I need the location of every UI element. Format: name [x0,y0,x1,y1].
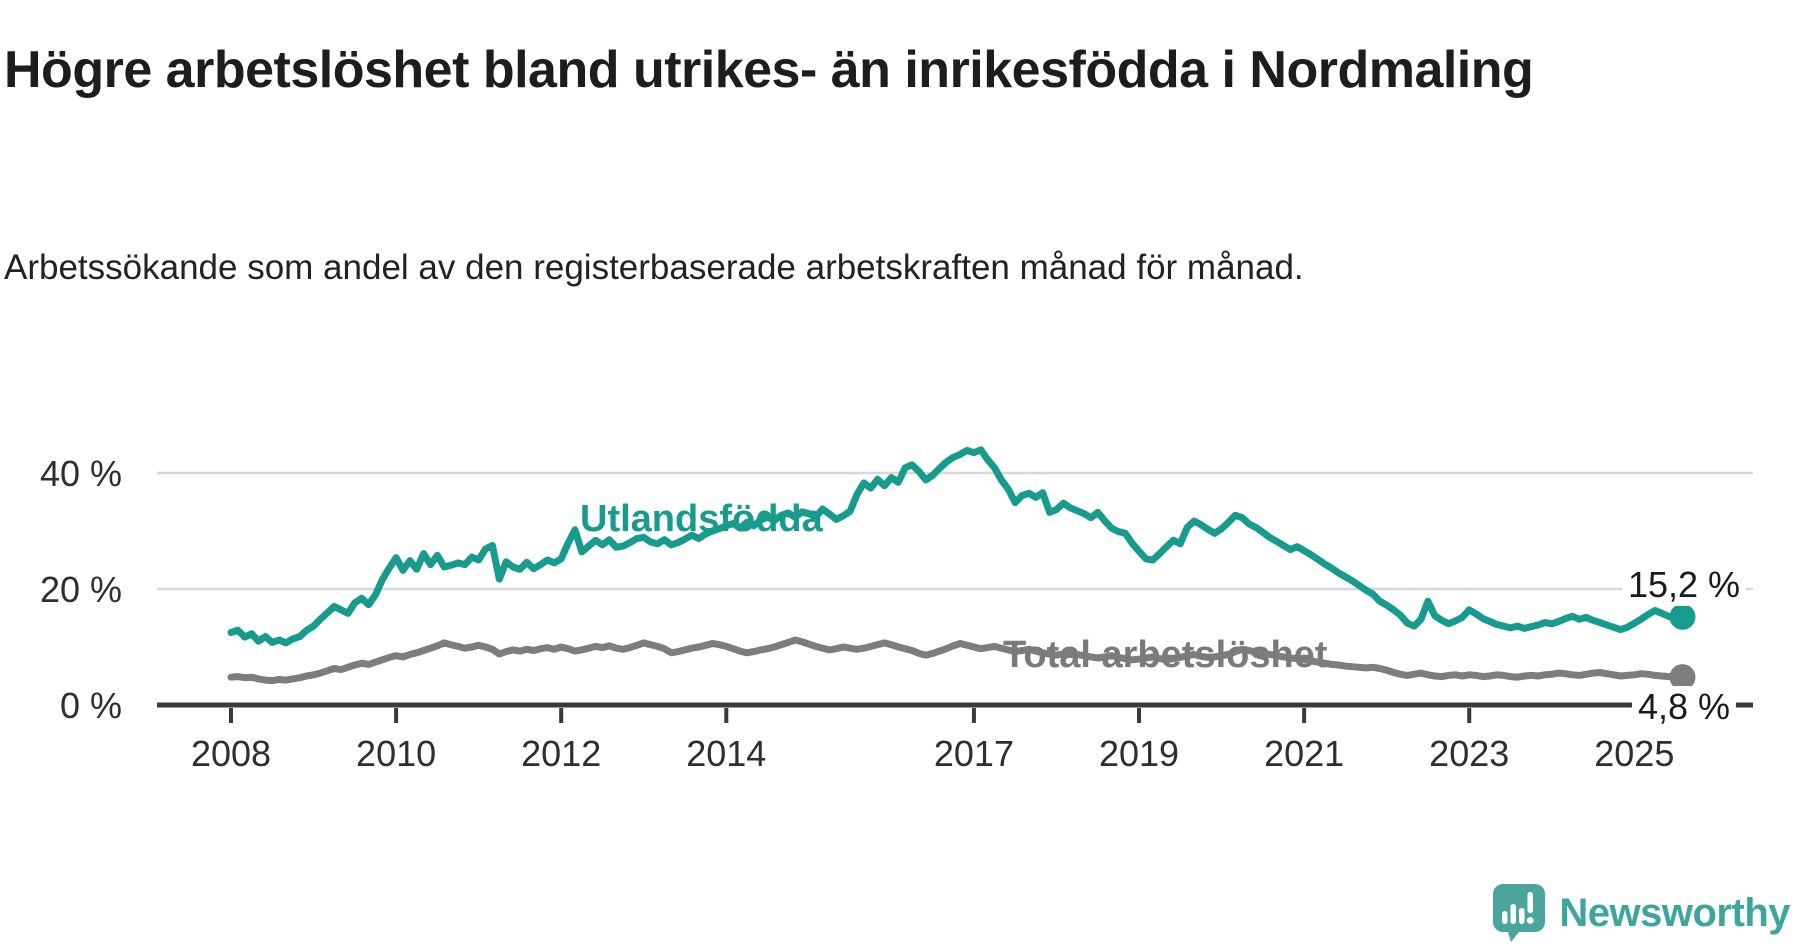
chart-title: Högre arbetslöshet bland utrikes- än inr… [4,40,1534,99]
series-label-total: Total arbetslöshet [1003,634,1328,676]
series-line-total-arbetsl-shet [227,636,1686,685]
newsworthy-logo-icon [1493,884,1546,942]
end-value-label-total: 4,8 % [1631,686,1737,728]
newsworthy-logo: Newsworthy [1493,884,1790,942]
x-axis-label: 2021 [1264,733,1344,774]
series-end-dot [1669,603,1696,630]
x-axis-label: 2008 [191,733,271,774]
x-axis-label: 2012 [521,733,601,774]
y-axis-label: 20 % [40,569,122,610]
x-axis-label: 2014 [686,733,766,774]
x-axis-label: 2023 [1429,733,1509,774]
x-axis-label: 2017 [934,733,1014,774]
y-axis-label: 0 % [60,685,122,726]
x-axis-label: 2019 [1099,733,1179,774]
series-line-utlandsf-dda [227,446,1686,647]
x-axis-label: 2010 [356,733,436,774]
series-label-utlandsfodda: Utlandsfödda [580,498,823,540]
newsworthy-wordmark: Newsworthy [1559,890,1790,935]
end-value-label-utlandsfodda: 15,2 % [1621,564,1747,606]
x-axis-label: 2025 [1594,733,1674,774]
y-axis-label: 40 % [40,453,122,494]
series-end-dot [1669,664,1696,691]
chart-subtitle: Arbetssökande som andel av den registerb… [4,248,1304,287]
